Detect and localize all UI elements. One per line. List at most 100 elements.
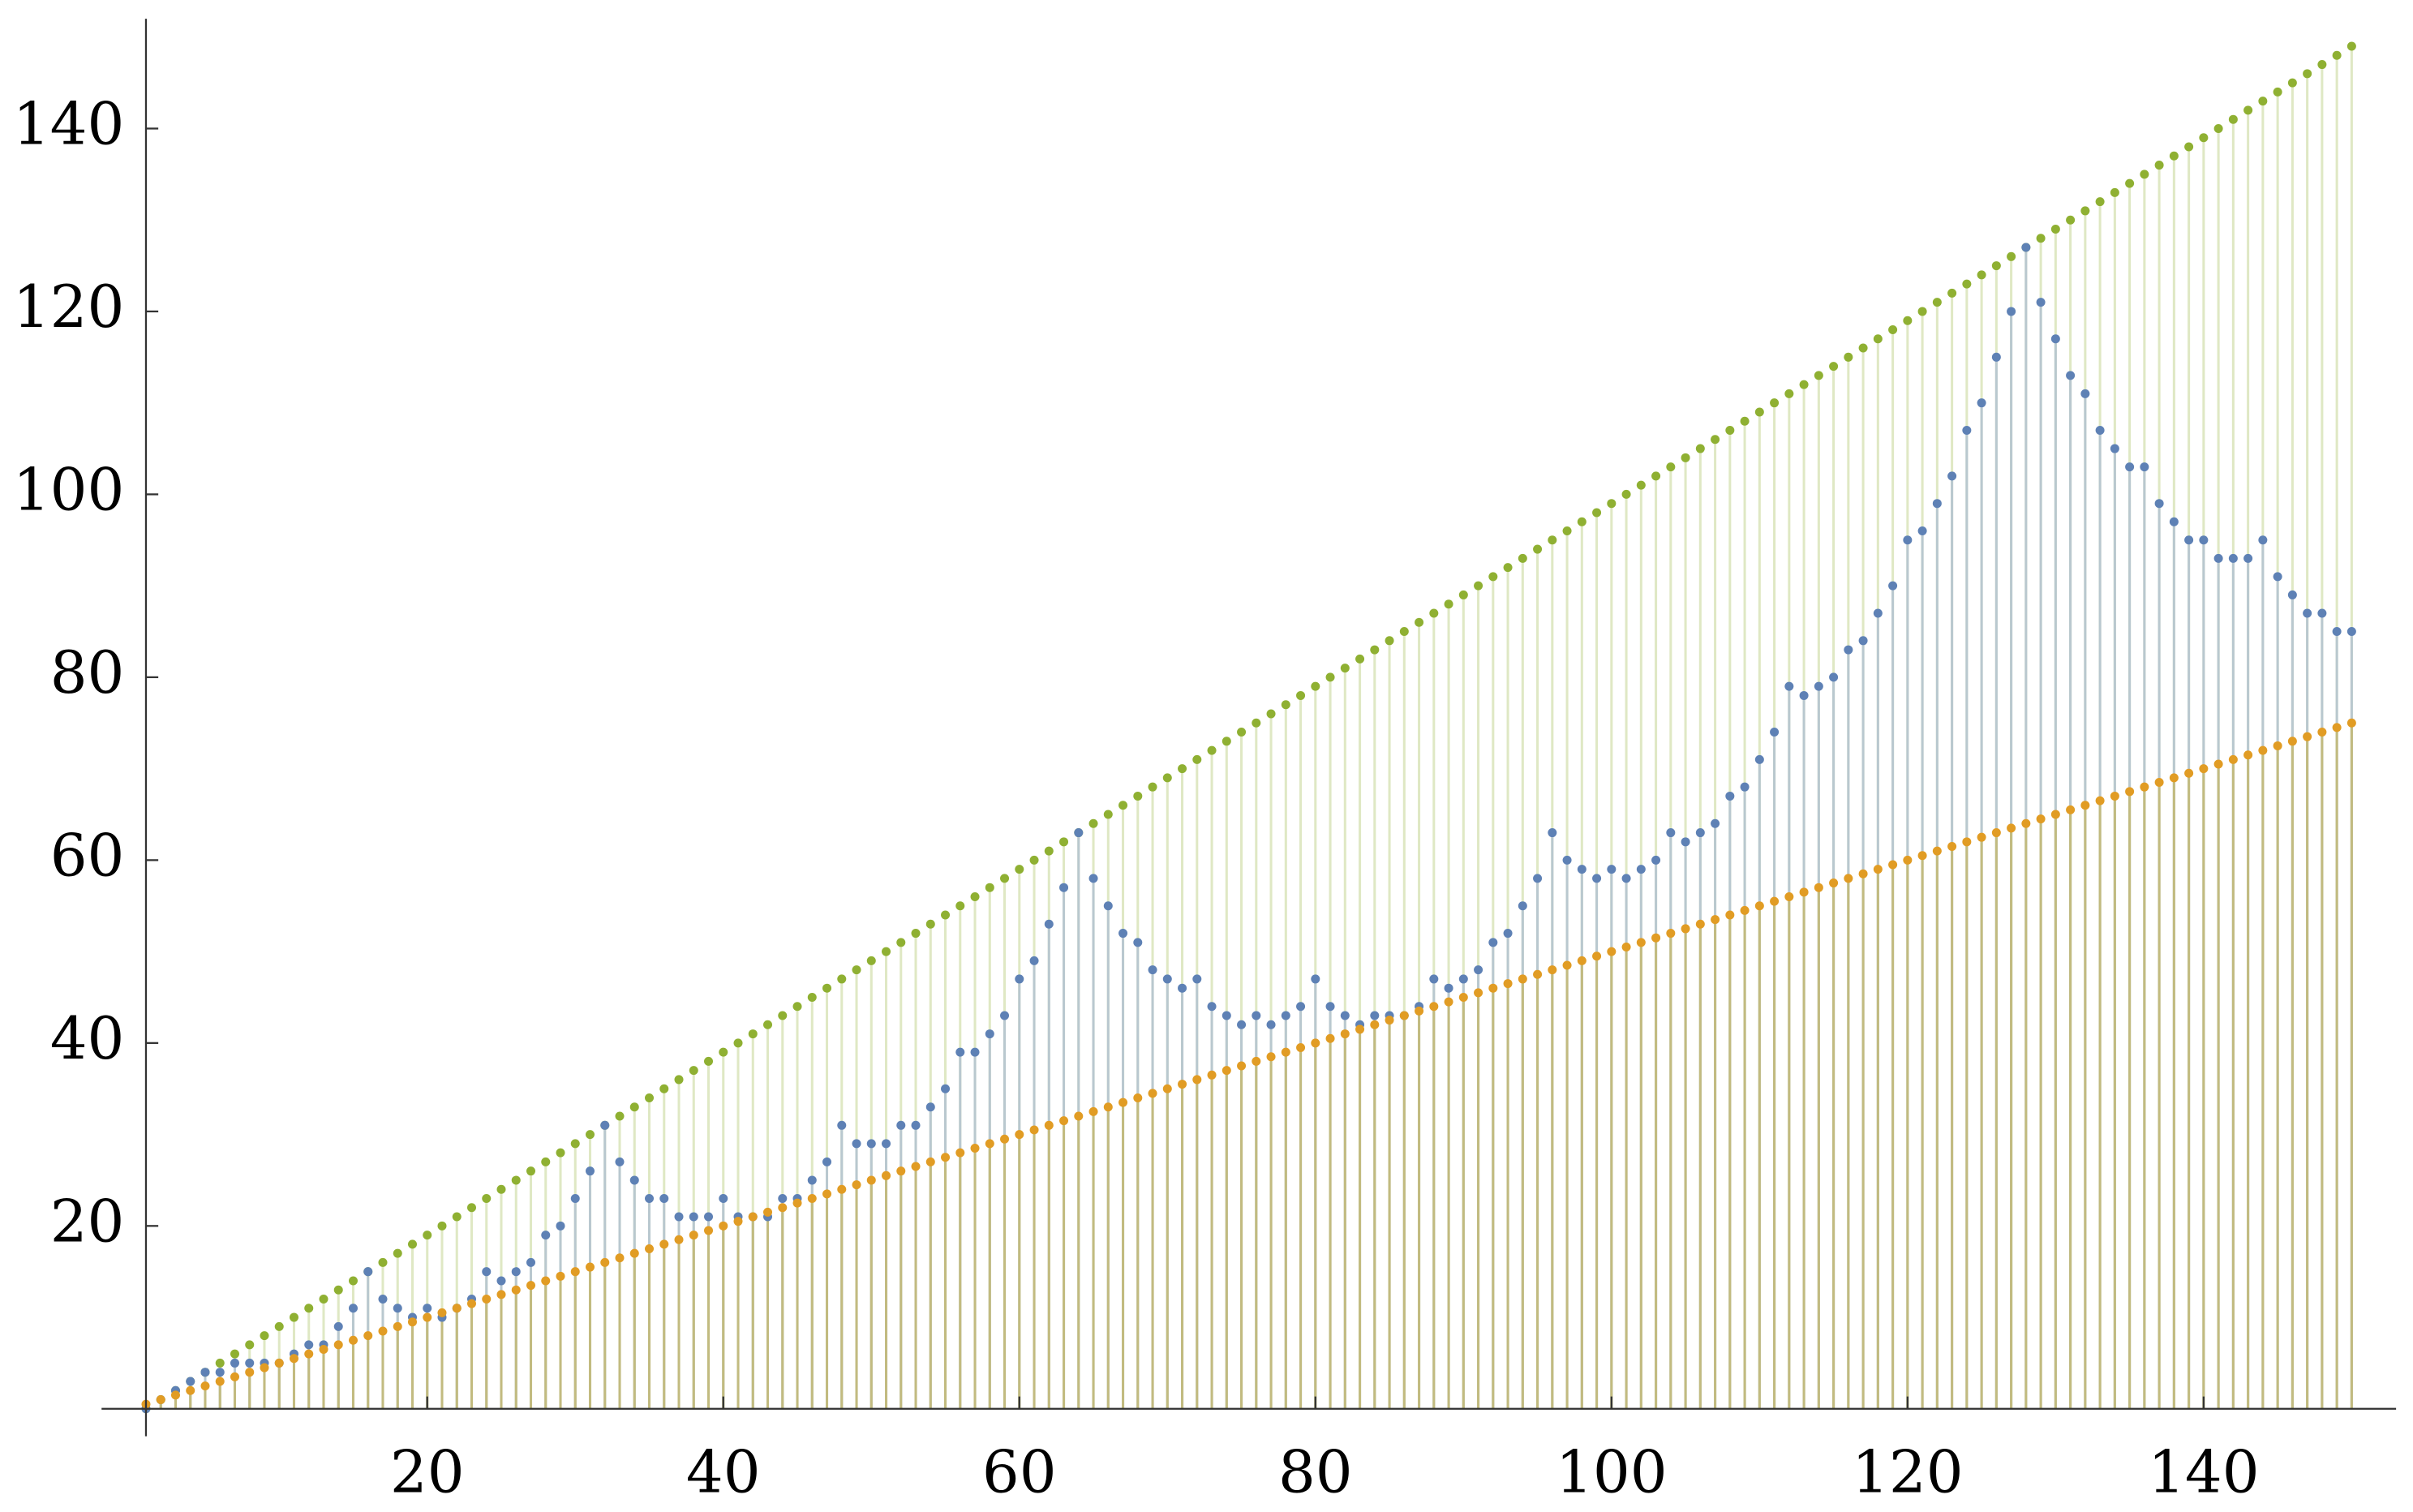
point — [1015, 1130, 1024, 1140]
point — [348, 1276, 358, 1286]
point — [1518, 553, 1527, 563]
point — [304, 1349, 314, 1359]
point — [1103, 810, 1113, 819]
point — [2303, 608, 2312, 618]
point — [1207, 745, 1217, 755]
point — [304, 1340, 314, 1350]
point — [1074, 828, 1084, 838]
point — [615, 1111, 625, 1121]
point — [1666, 462, 1676, 472]
point — [215, 1368, 225, 1377]
point — [556, 1148, 565, 1158]
point — [1370, 1011, 1380, 1020]
point — [1296, 1002, 1306, 1012]
point — [1192, 974, 1202, 984]
point — [1340, 1029, 1350, 1039]
point — [748, 1212, 758, 1222]
point — [1296, 690, 1306, 700]
point — [363, 1267, 373, 1277]
point — [1429, 974, 1439, 984]
point — [1754, 754, 1764, 764]
point — [407, 1317, 417, 1327]
point — [1370, 645, 1380, 655]
point — [1222, 737, 1231, 746]
point — [186, 1377, 195, 1386]
point — [822, 1189, 832, 1199]
point — [733, 1217, 743, 1226]
point — [230, 1372, 239, 1381]
point — [496, 1184, 506, 1194]
point — [837, 1120, 847, 1130]
point — [674, 1212, 684, 1222]
point — [482, 1193, 492, 1204]
point — [333, 1321, 343, 1331]
point — [230, 1349, 239, 1359]
point — [289, 1312, 298, 1322]
point — [2036, 234, 2046, 243]
point — [2050, 810, 2060, 819]
point — [778, 1011, 788, 1020]
point — [393, 1321, 402, 1331]
point — [866, 1139, 876, 1149]
point — [2258, 535, 2268, 545]
point — [2332, 50, 2342, 60]
point — [2080, 389, 2090, 398]
point — [1000, 1134, 1010, 1144]
point — [289, 1354, 298, 1364]
point — [2125, 462, 2135, 472]
point — [511, 1267, 521, 1277]
point — [511, 1285, 521, 1295]
point — [1829, 878, 1839, 888]
point — [1266, 1052, 1276, 1062]
point — [1488, 938, 1498, 947]
point — [2346, 41, 2356, 51]
y-tick-label: 20 — [50, 1188, 125, 1256]
point — [1178, 1080, 1187, 1089]
point — [1429, 1002, 1439, 1012]
point — [1829, 362, 1839, 372]
point — [1444, 983, 1453, 993]
point — [378, 1257, 388, 1267]
point — [423, 1304, 432, 1313]
point — [1695, 919, 1705, 929]
point — [1088, 1106, 1098, 1116]
point — [970, 1143, 980, 1153]
point — [1562, 855, 1572, 865]
y-tick-label: 40 — [50, 1005, 125, 1073]
point — [807, 1193, 817, 1204]
point — [407, 1239, 417, 1249]
point — [792, 1198, 802, 1208]
point — [2317, 728, 2327, 737]
point — [1118, 1097, 1128, 1107]
point — [1162, 1084, 1172, 1093]
point — [2036, 298, 2046, 307]
point — [704, 1226, 714, 1235]
point — [629, 1248, 639, 1258]
point — [1711, 915, 1720, 925]
x-tick-label: 20 — [390, 1438, 465, 1506]
point — [689, 1212, 698, 1222]
point — [1458, 974, 1468, 984]
point — [689, 1066, 698, 1076]
point — [1311, 974, 1320, 984]
point — [896, 1120, 906, 1130]
point — [1770, 398, 1780, 408]
point — [1029, 1125, 1039, 1135]
x-tick-label: 140 — [2148, 1438, 2260, 1506]
point — [541, 1231, 551, 1240]
point — [837, 1184, 847, 1194]
point — [1873, 608, 1883, 618]
point — [1118, 801, 1128, 810]
point — [2346, 627, 2356, 637]
point — [1088, 818, 1098, 828]
point — [1947, 288, 1957, 298]
point — [2199, 133, 2209, 143]
point — [2273, 572, 2282, 582]
point — [1903, 855, 1913, 865]
point — [245, 1358, 255, 1368]
point — [2066, 215, 2076, 225]
point — [2125, 787, 2135, 797]
point — [2243, 105, 2253, 115]
point — [925, 1157, 935, 1166]
point — [1207, 1070, 1217, 1080]
